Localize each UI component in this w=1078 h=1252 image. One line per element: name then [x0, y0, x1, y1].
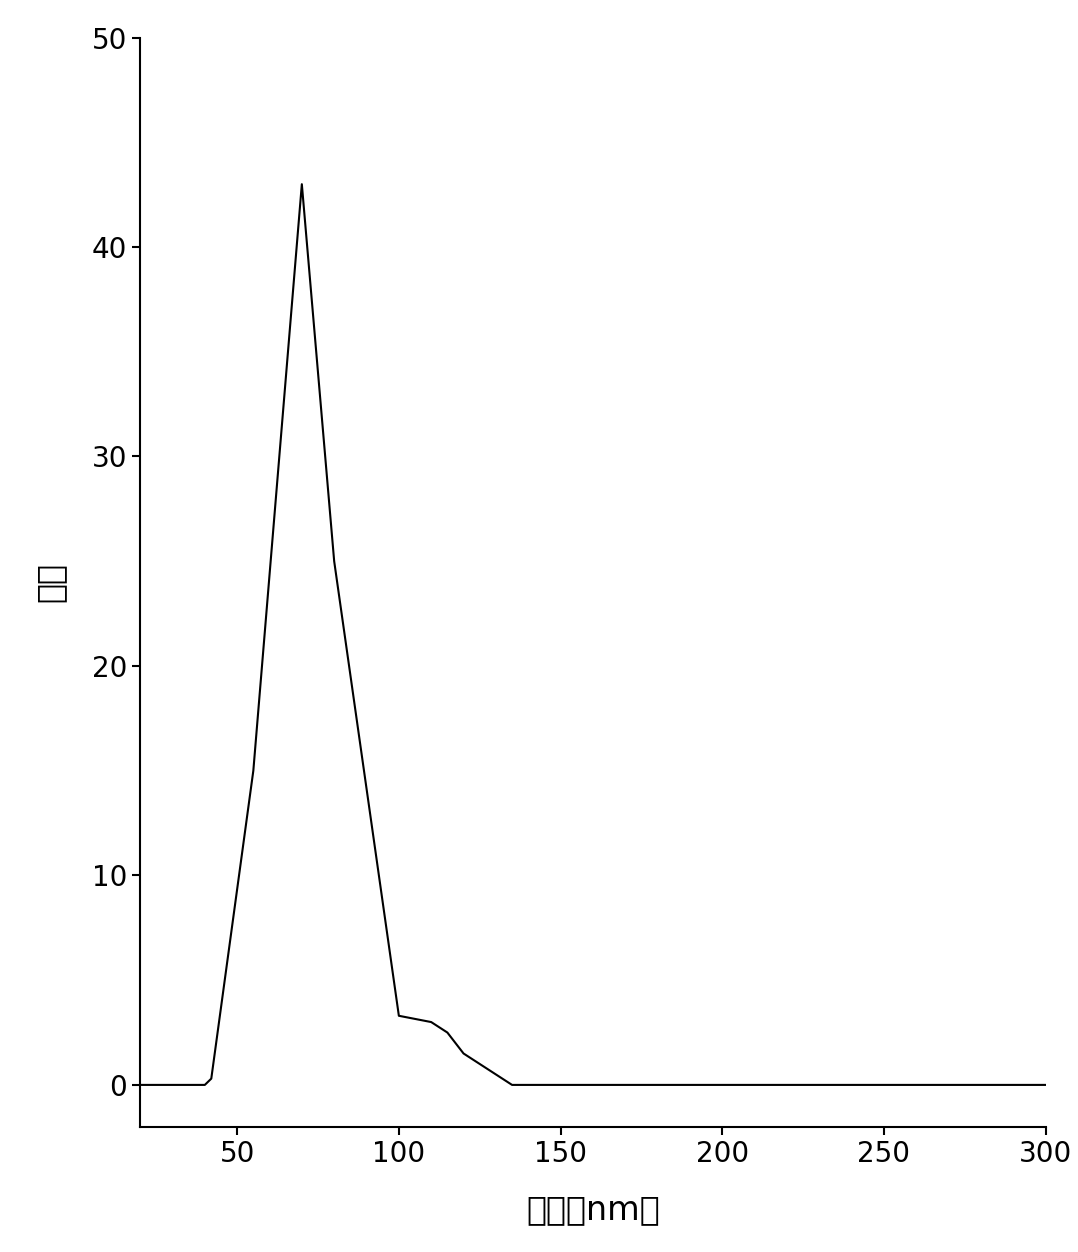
Y-axis label: 数量: 数量 — [33, 562, 67, 602]
X-axis label: 粒径（nm）: 粒径（nm） — [526, 1193, 660, 1226]
